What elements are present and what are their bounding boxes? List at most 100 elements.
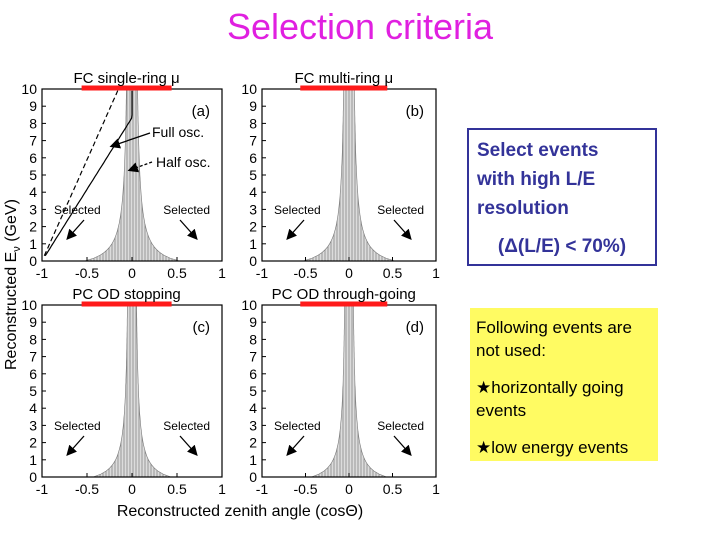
- half-osc-curve: [43, 90, 119, 257]
- x-tick-label: -1: [36, 481, 49, 497]
- selected-arrow-right: [393, 435, 412, 456]
- y-tick-label: 5: [249, 383, 257, 399]
- histogram-4: [311, 304, 387, 478]
- y-tick-label: 3: [249, 201, 257, 217]
- selected-arrow-right: [393, 219, 412, 240]
- y-tick-label: 5: [29, 167, 37, 183]
- y-tick-label: 8: [29, 115, 37, 131]
- resolution-criterion: (Δ(L/E) < 70%): [497, 236, 627, 257]
- y-tick-label: 9: [29, 98, 37, 114]
- y-tick-label: 10: [21, 81, 37, 97]
- selected-arrow-right: [179, 435, 198, 456]
- x-tick-label: -0.5: [75, 265, 99, 281]
- y-axis-label: Reconstructed Eν (GeV): [3, 199, 23, 370]
- x-tick-label: 1: [218, 481, 226, 497]
- not-used-item-low-energy: ★low energy events: [476, 438, 629, 457]
- half-osc-arrow: [127, 161, 153, 173]
- panel-tag-2: (b): [406, 103, 424, 120]
- x-tick-label: -0.5: [293, 265, 317, 281]
- selected-label-right: Selected: [163, 203, 210, 217]
- y-tick-label: 7: [249, 349, 257, 365]
- y-tick-label: 2: [249, 435, 257, 451]
- resolution-line-2: with high L/E: [477, 169, 596, 190]
- x-tick-label: 1: [432, 265, 440, 281]
- full-osc-curve: [44, 90, 133, 257]
- y-tick-label: 0: [249, 469, 257, 485]
- histogram-2: [303, 88, 395, 262]
- selected-arrow-left: [66, 435, 85, 456]
- y-tick-label: 9: [249, 98, 257, 114]
- x-tick-label: 0.5: [383, 265, 403, 281]
- x-tick-label: -1: [256, 481, 269, 497]
- selected-label-left: Selected: [274, 203, 321, 217]
- y-tick-label: 6: [249, 366, 257, 382]
- selected-label-right: Selected: [377, 419, 424, 433]
- selected-label-right: Selected: [163, 419, 210, 433]
- y-tick-label: 4: [29, 400, 37, 416]
- selected-arrow-left: [286, 435, 305, 456]
- y-tick-label: 6: [29, 366, 37, 382]
- panel-title-3: PC OD stopping: [72, 286, 180, 303]
- panel-tag-4: (d): [406, 319, 424, 336]
- x-tick-label: 0.5: [383, 481, 403, 497]
- not-used-intro: Following events are not used:: [476, 318, 632, 360]
- x-tick-label: 0: [345, 481, 353, 497]
- y-tick-label: 1: [249, 236, 257, 252]
- x-tick-label: -0.5: [293, 481, 317, 497]
- selected-arrow-left: [66, 219, 85, 240]
- y-tick-label: 10: [241, 81, 257, 97]
- y-tick-label: 2: [29, 435, 37, 451]
- x-tick-label: 0: [128, 265, 136, 281]
- y-tick-label: 0: [29, 469, 37, 485]
- selected-label-left: Selected: [54, 203, 101, 217]
- y-tick-label: 7: [249, 133, 257, 149]
- x-tick-label: -1: [256, 265, 269, 281]
- y-tick-label: 8: [249, 115, 257, 131]
- y-tick-label: 8: [29, 331, 37, 347]
- y-tick-label: 0: [29, 253, 37, 269]
- y-tick-label: 9: [29, 314, 37, 330]
- x-tick-label: 1: [432, 481, 440, 497]
- y-tick-label: 3: [29, 417, 37, 433]
- y-tick-label: 5: [249, 167, 257, 183]
- panel-title-1: FC single-ring μ: [74, 70, 180, 87]
- y-tick-label: 7: [29, 349, 37, 365]
- x-tick-label: 1: [218, 265, 226, 281]
- y-tick-label: 4: [249, 400, 257, 416]
- full-osc-arrow: [109, 132, 151, 149]
- y-tick-label: 1: [249, 452, 257, 468]
- resolution-text: Select events with high L/E resolution: [477, 136, 598, 223]
- x-tick-label: 0.5: [167, 481, 187, 497]
- y-tick-label: 7: [29, 133, 37, 149]
- y-tick-label: 6: [29, 150, 37, 166]
- y-tick-label: 8: [249, 331, 257, 347]
- y-tick-label: 2: [29, 219, 37, 235]
- histogram-3: [92, 304, 172, 478]
- x-tick-label: 0: [345, 265, 353, 281]
- y-tick-label: 4: [29, 184, 37, 200]
- selected-arrow-left: [286, 219, 305, 240]
- not-used-item-horizontal: ★horizontally going events: [476, 378, 624, 420]
- half-osc-label: Half osc.: [156, 154, 210, 170]
- resolution-line-1: Select events: [477, 140, 599, 161]
- full-osc-label: Full osc.: [152, 124, 204, 140]
- y-tick-label: 3: [29, 201, 37, 217]
- x-tick-label: -1: [36, 265, 49, 281]
- selected-label-left: Selected: [54, 419, 101, 433]
- selected-arrow-right: [179, 219, 198, 240]
- y-tick-label: 10: [21, 297, 37, 313]
- x-tick-label: -0.5: [75, 481, 99, 497]
- y-tick-label: 9: [249, 314, 257, 330]
- y-tick-label: 4: [249, 184, 257, 200]
- resolution-line-3: resolution: [477, 198, 569, 219]
- panel-title-2: FC multi-ring μ: [294, 70, 393, 87]
- x-axis-label: Reconstructed zenith angle (cosΘ): [117, 503, 363, 520]
- x-tick-label: 0.5: [167, 265, 187, 281]
- selected-label-right: Selected: [377, 203, 424, 217]
- panel-tag-1: (a): [192, 103, 210, 120]
- not-used-box: Following events are not used: ★horizont…: [470, 308, 658, 461]
- panel-tag-3: (c): [193, 319, 211, 336]
- y-tick-label: 6: [249, 150, 257, 166]
- y-tick-label: 1: [29, 452, 37, 468]
